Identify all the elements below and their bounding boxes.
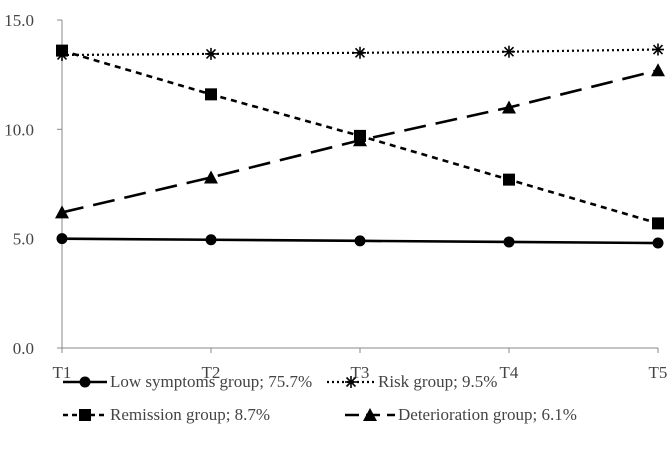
- data-point-asterisk: [354, 46, 366, 59]
- data-point-square: [652, 217, 664, 230]
- data-point-circle: [56, 233, 68, 245]
- x-tick-label: T2: [202, 363, 221, 382]
- data-point-asterisk: [652, 43, 664, 56]
- data-point-asterisk: [503, 45, 515, 58]
- series-triangle: [55, 63, 665, 219]
- data-point-square: [503, 173, 515, 186]
- data-point-square: [56, 44, 68, 57]
- x-tick-label: T5: [649, 363, 668, 382]
- x-tick-label: T1: [53, 363, 72, 382]
- data-point-triangle: [651, 63, 665, 77]
- series-line: [61, 48, 659, 57]
- series-asterisk: [56, 43, 664, 61]
- y-tick-label: 15.0: [4, 11, 34, 30]
- data-point-circle: [503, 236, 515, 248]
- y-axis: 0.0 5.0 10.0 15.0: [4, 11, 63, 358]
- x-tick-label: T4: [500, 363, 519, 382]
- data-point-circle: [205, 234, 217, 246]
- data-point-circle: [354, 235, 366, 247]
- data-point-square: [205, 88, 217, 101]
- x-axis: T1 T2 T3 T4 T5: [53, 347, 668, 382]
- data-point-triangle: [353, 133, 367, 147]
- data-point-circle: [652, 237, 664, 249]
- x-tick-label: T3: [351, 363, 370, 382]
- data-point-triangle: [204, 170, 218, 184]
- y-tick-label: 0.0: [13, 339, 34, 358]
- data-point-triangle: [502, 100, 516, 114]
- series-circle: [56, 233, 664, 249]
- data-point-triangle: [55, 205, 69, 219]
- y-tick-label: 10.0: [4, 120, 34, 139]
- y-tick-label: 5.0: [13, 230, 34, 249]
- data-point-asterisk: [205, 47, 217, 60]
- series-lines: [55, 43, 665, 249]
